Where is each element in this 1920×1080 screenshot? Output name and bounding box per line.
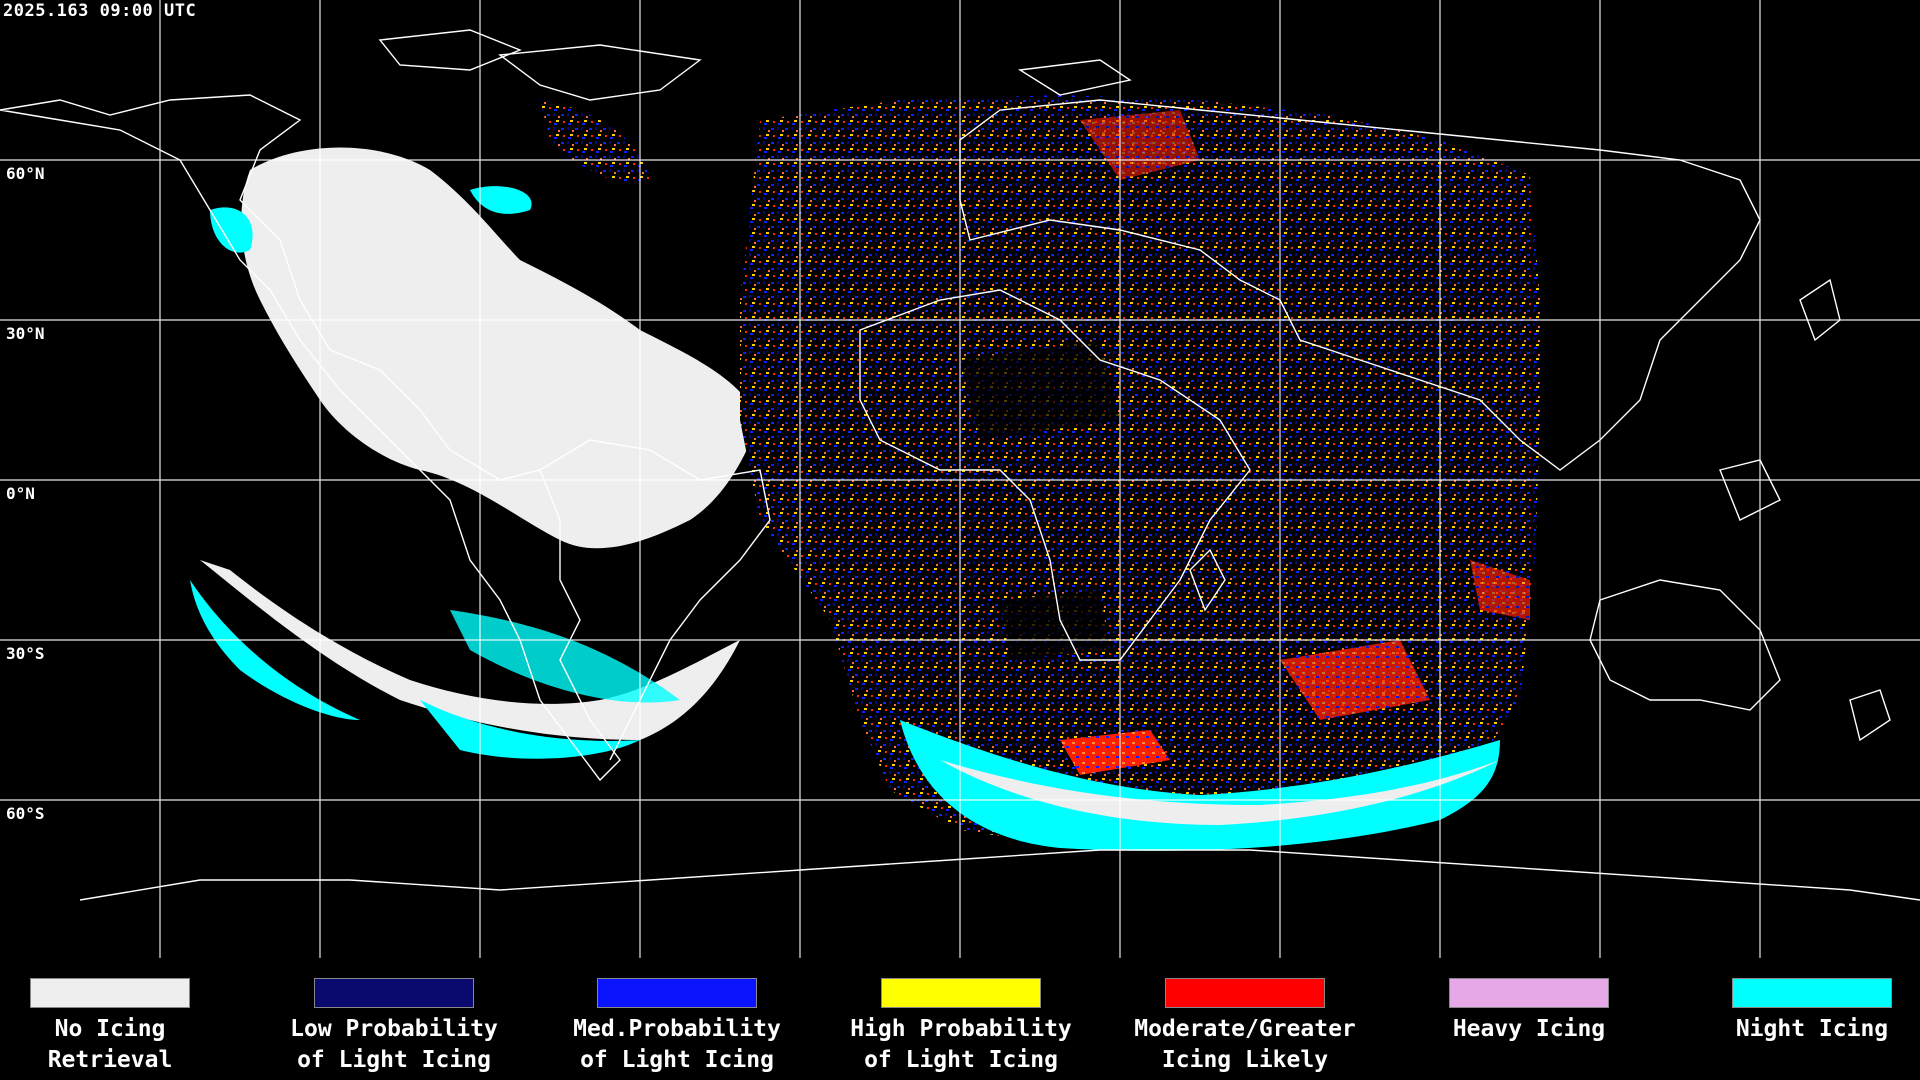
legend-label: Heavy Icing [1409,1014,1649,1045]
graticule-grid [0,0,1920,958]
legend-label-line2: of Light Icing [297,1047,491,1073]
legend-label: High Probability of Light Icing [841,1014,1081,1076]
legend-item-med-probability: Med.Probability of Light Icing [557,978,797,1076]
legend-label-line1: High Probability [850,1016,1072,1042]
legend-label: Moderate/Greater Icing Likely [1125,1014,1365,1076]
coastlines [0,29,1920,901]
legend-item-low-probability: Low Probability of Light Icing [274,978,514,1076]
west-satellite-clouds [175,88,761,780]
legend-label: Med.Probability of Light Icing [557,1014,797,1076]
legend-swatch [597,978,757,1008]
legend-item-no-icing: No Icing Retrieval [0,978,230,1076]
legend-swatch [881,978,1041,1008]
legend-label: Low Probability of Light Icing [274,1014,514,1076]
legend-label: Night Icing [1692,1014,1920,1045]
legend-label-line1: Moderate/Greater [1134,1016,1356,1042]
latitude-label-30s: 30°S [6,644,45,663]
legend-label: No Icing Retrieval [0,1014,230,1076]
legend-swatch [1732,978,1892,1008]
legend-swatch [1165,978,1325,1008]
latitude-label-60n: 60°N [6,164,45,183]
legend-item-high-probability: High Probability of Light Icing [841,978,1081,1076]
legend-label-line1: Heavy Icing [1452,1016,1606,1042]
legend-item-heavy-icing: Heavy Icing [1409,978,1649,1045]
legend-label-line2: of Light Icing [580,1047,774,1073]
legend-label-line2: Retrieval [47,1047,173,1073]
timestamp: 2025.163 09:00 UTC [3,1,197,21]
legend-item-moderate-greater: Moderate/Greater Icing Likely [1125,978,1365,1076]
east-satellite-clouds [740,95,1540,851]
legend-swatch [1449,978,1609,1008]
legend-item-night-icing: Night Icing [1692,978,1920,1045]
latitude-label-60s: 60°S [6,804,45,823]
legend-label-line2: Icing Likely [1161,1047,1329,1073]
legend-label-line1: No Icing [54,1016,166,1042]
icing-map [0,0,1920,958]
legend: No Icing Retrieval Low Probability of Li… [0,958,1920,1080]
latitude-label-0n: 0°N [6,484,35,503]
latitude-label-30n: 30°N [6,324,45,343]
legend-label-line1: Night Icing [1735,1016,1889,1042]
legend-swatch [314,978,474,1008]
legend-label-line2: of Light Icing [864,1047,1058,1073]
legend-label-line1: Low Probability [290,1016,498,1042]
legend-label-line1: Med.Probability [573,1016,781,1042]
legend-swatch [30,978,190,1008]
